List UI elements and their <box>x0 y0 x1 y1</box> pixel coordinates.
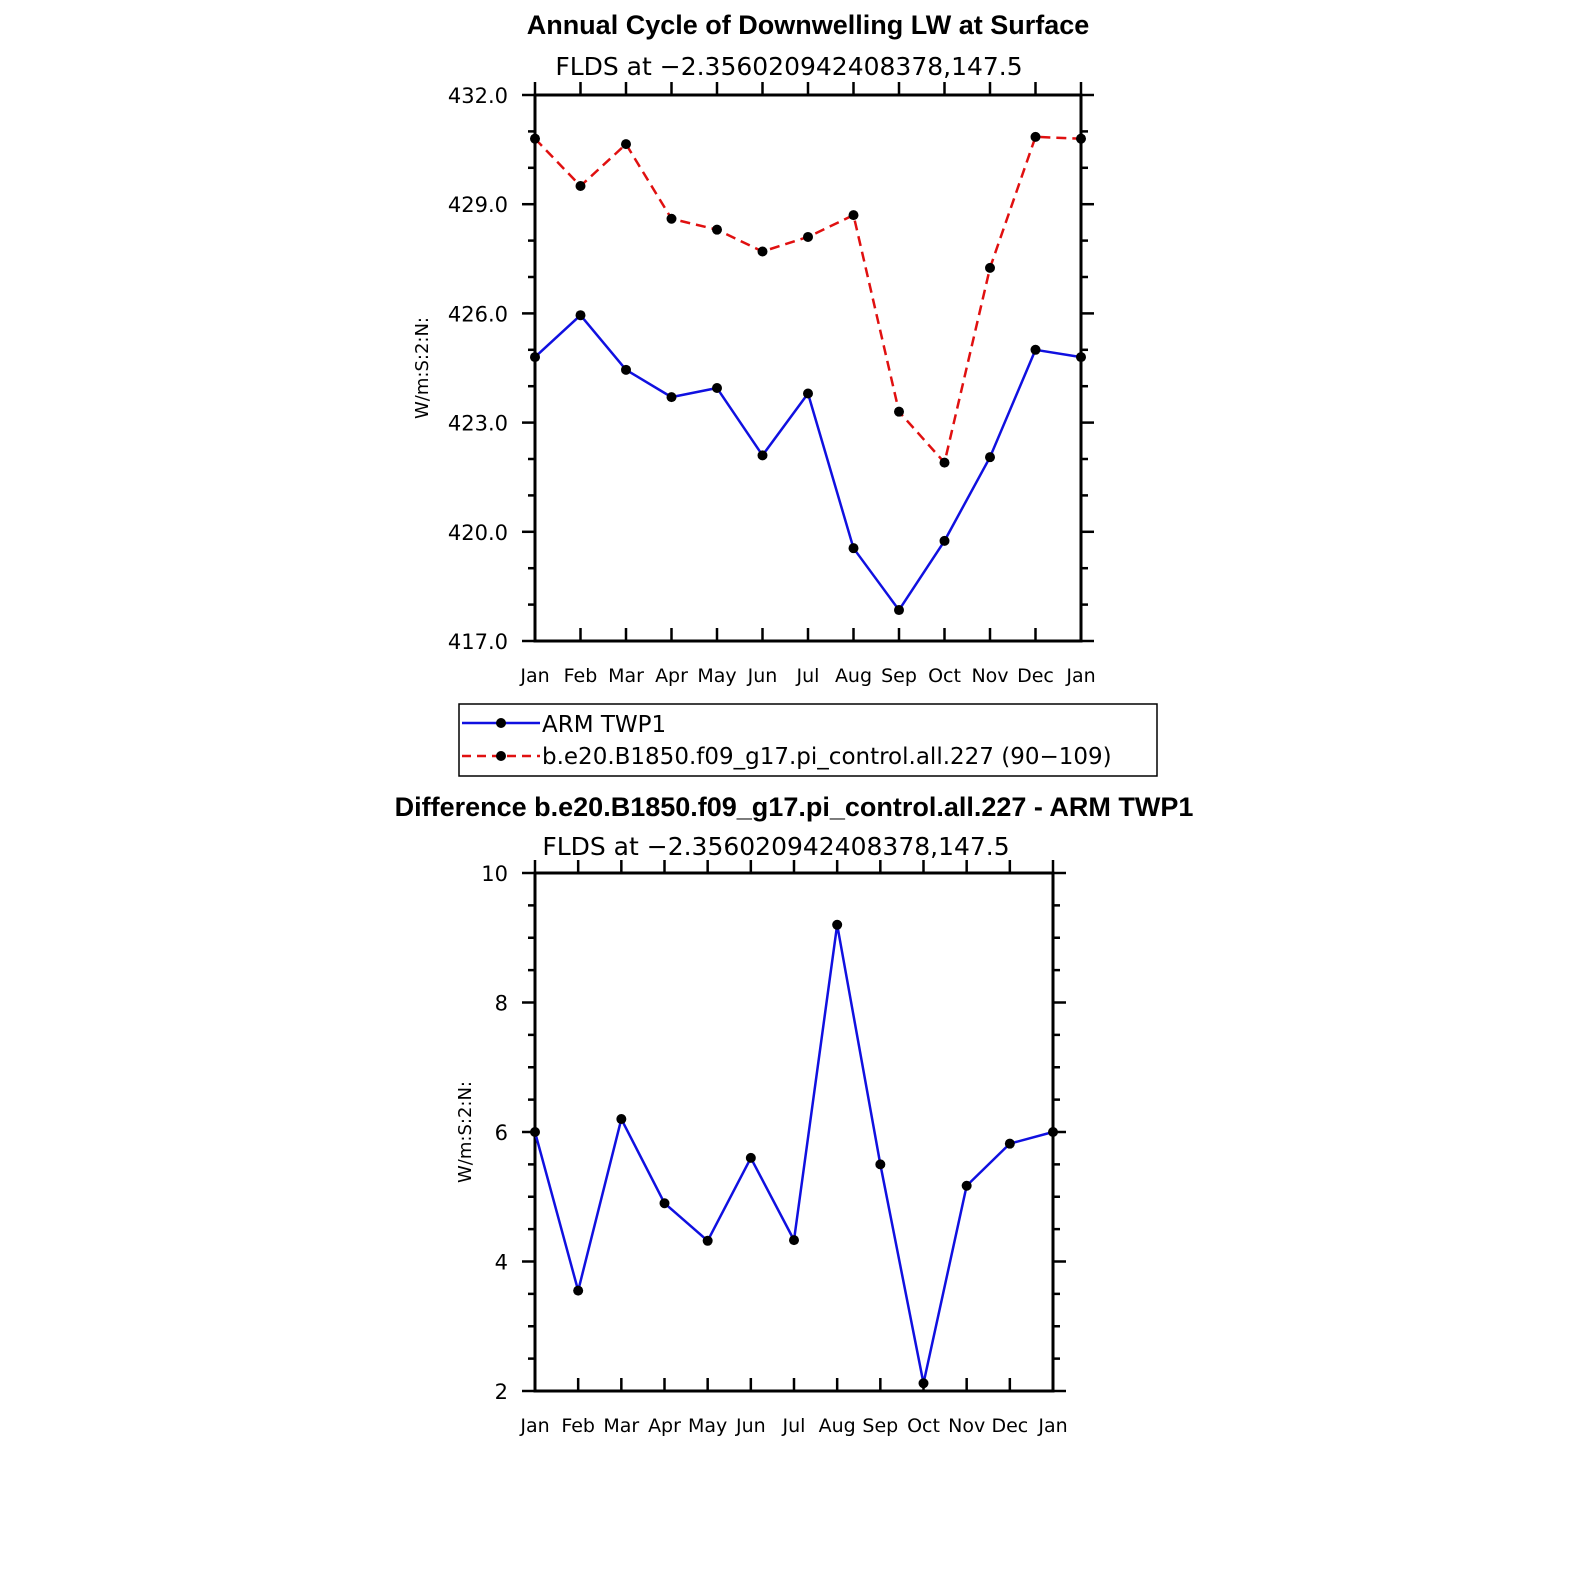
chart-title: Annual Cycle of Downwelling LW at Surfac… <box>527 10 1090 40</box>
x-tick-label: Jan <box>1065 665 1095 687</box>
data-point <box>918 1378 929 1389</box>
data-point <box>939 457 950 468</box>
y-tick-label: 10 <box>481 862 508 886</box>
data-point <box>616 1114 627 1125</box>
x-tick-label: Jul <box>782 1415 806 1437</box>
data-point <box>1030 344 1041 355</box>
data-point <box>875 1159 886 1170</box>
data-point <box>985 452 995 463</box>
data-point <box>659 1198 670 1209</box>
x-tick-label: Mar <box>603 1415 639 1437</box>
data-point <box>832 919 843 930</box>
y-tick-label: 420.0 <box>448 521 508 545</box>
data-point <box>530 352 540 363</box>
data-point <box>939 535 950 546</box>
data-point <box>530 133 540 144</box>
chart-subtitle: FLDS at −2.356020942408378,147.5 <box>555 52 1022 81</box>
y-tick-label: 2 <box>495 1380 508 1404</box>
y-tick-label: 426.0 <box>448 302 508 326</box>
chart-title: Difference b.e20.B1850.f09_g17.pi_contro… <box>395 792 1194 822</box>
data-point <box>666 392 677 403</box>
data-point <box>575 310 586 321</box>
x-tick-label: Feb <box>564 665 598 687</box>
x-tick-label: May <box>697 665 736 687</box>
chart-subtitle: FLDS at −2.356020942408378,147.5 <box>542 832 1009 861</box>
x-tick-label: Apr <box>648 1415 681 1437</box>
data-point <box>702 1235 713 1246</box>
y-tick-label: 429.0 <box>448 193 508 217</box>
data-point <box>1076 352 1086 363</box>
data-point <box>573 1285 584 1296</box>
data-point <box>621 139 631 150</box>
data-point <box>757 450 768 461</box>
plot-frame <box>533 871 1055 1393</box>
legend-box <box>458 703 1158 777</box>
data-point <box>666 213 677 224</box>
x-tick-label: Jan <box>519 665 549 687</box>
plot-area: 2 4 6 8 10 Jan Feb Mar Apr May Jun Jul Aug Sep Oct Nov D… <box>481 860 1068 1437</box>
plot-area: 417.0 420.0 423.0 426.0 429.0 432.0 Jan Feb Mar A… <box>448 82 1096 687</box>
x-tick-label: Jan <box>519 1415 549 1437</box>
x-tick-label: Dec <box>1017 665 1054 687</box>
series-line-1 <box>534 135 1082 464</box>
data-point <box>789 1235 799 1246</box>
data-point <box>745 1152 756 1163</box>
y-tick-label: 423.0 <box>448 412 508 436</box>
data-point <box>1004 1138 1015 1149</box>
data-point <box>575 181 586 191</box>
y-tick-label: 432.0 <box>448 84 508 108</box>
data-point <box>848 210 859 221</box>
x-tick-label: Mar <box>608 665 644 687</box>
series-line-0 <box>534 313 1082 612</box>
data-point <box>757 246 768 257</box>
data-point <box>894 406 904 417</box>
x-tick-label: Dec <box>991 1415 1028 1437</box>
x-tick-label: Jun <box>747 665 778 687</box>
y-axis-label: W/m:S:2:N: <box>455 1081 476 1183</box>
y-tick-label: 8 <box>495 992 508 1016</box>
data-point <box>894 605 904 616</box>
x-tick-label: Sep <box>862 1415 898 1437</box>
series-line-0 <box>533 923 1054 1385</box>
x-tick-label: Aug <box>819 1415 856 1437</box>
y-tick-label: 6 <box>495 1121 508 1145</box>
x-tick-label: Jan <box>1037 1415 1067 1437</box>
legend-label-model: b.e20.B1850.f09_g17.pi_control.all.227 (… <box>542 744 1112 770</box>
x-tick-label: Jun <box>735 1415 766 1437</box>
x-tick-label: Nov <box>971 665 1008 687</box>
plot-frame <box>533 93 1083 643</box>
data-point <box>961 1180 972 1191</box>
data-point <box>848 543 859 554</box>
x-tick-label: Jul <box>796 665 820 687</box>
data-point <box>1030 131 1041 142</box>
data-point <box>621 364 631 375</box>
data-point <box>1076 133 1086 144</box>
y-axis-label: W/m:S:2:N: <box>412 317 433 419</box>
legend-marker-obs <box>496 718 506 728</box>
data-point <box>803 231 813 242</box>
data-point <box>712 224 722 235</box>
legend-marker-model <box>496 751 506 761</box>
data-point <box>712 383 722 394</box>
legend: ARM TWP1 b.e20.B1850.f09_g17.pi_control.… <box>458 703 1158 777</box>
data-point <box>985 262 995 273</box>
x-tick-label: Apr <box>655 665 688 687</box>
x-tick-label: Nov <box>948 1415 985 1437</box>
x-tick-label: Feb <box>561 1415 595 1437</box>
y-tick-label: 417.0 <box>448 630 508 654</box>
x-tick-label: May <box>688 1415 727 1437</box>
legend-label-obs: ARM TWP1 <box>542 712 666 738</box>
x-tick-label: Oct <box>928 665 961 687</box>
data-point <box>530 1127 540 1137</box>
x-tick-label: Aug <box>835 665 872 687</box>
data-point <box>1048 1127 1058 1137</box>
y-tick-label: 4 <box>495 1251 508 1275</box>
data-point <box>803 388 813 399</box>
x-tick-label: Sep <box>881 665 917 687</box>
x-tick-label: Oct <box>907 1415 940 1437</box>
